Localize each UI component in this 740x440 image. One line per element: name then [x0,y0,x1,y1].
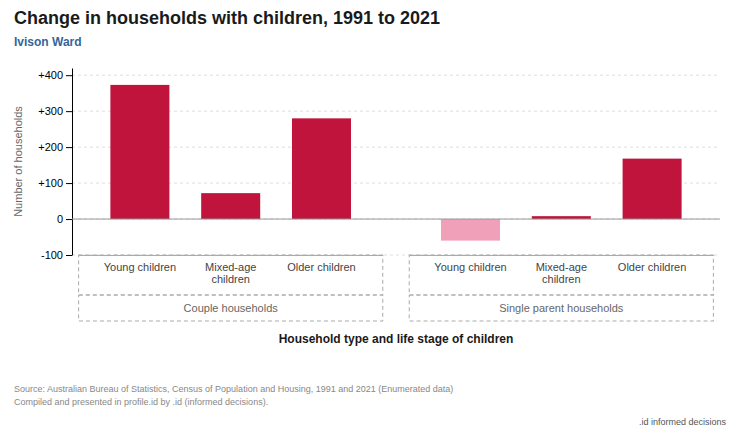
x-tick: Older children [287,261,355,273]
y-tick-label: +100 [38,177,63,189]
chart: Change in households with children, 1991… [0,0,740,440]
y-tick-label: +300 [38,105,63,117]
grid-line [72,219,720,220]
bar [441,219,500,241]
x-tick-label: Older children [287,261,355,273]
x-axis-title: Household type and life stage of childre… [279,332,514,346]
annotation: .id informed decisions [639,417,727,427]
y-tick: 0 [57,213,72,225]
y-tick-mark [66,75,72,76]
y-tick-label: -100 [41,249,63,261]
x-axis: Young children Mixed-agechildren Older chi… [79,256,383,286]
bar [110,85,169,219]
grid-line [72,75,720,76]
x-tick-label: Older children [618,261,686,273]
group-label: Single parent households [499,302,624,314]
category-box [79,255,383,295]
y-tick-mark [66,111,72,112]
x-tick: Mixed-agechildren [536,261,587,286]
bar [292,118,351,219]
bars [110,85,681,241]
y-axis-title: Number of households [12,106,24,217]
y-tick-mark [66,183,72,184]
title: Change in households with children, 1991… [14,8,440,28]
y-tick: -100 [41,249,72,261]
y-tick: +100 [38,177,72,189]
x-axis: Young children Mixed-agechildren Older chi… [410,256,714,286]
y-tick-mark [66,147,72,148]
source: Source: Australian Bureau of Statistics,… [14,384,453,394]
y-tick: +200 [38,141,72,153]
category-box [409,255,713,295]
x-tick-label: Mixed-agechildren [205,261,256,286]
x-tick: Young children [434,261,506,273]
source: Compiled and presented in profile.id by … [14,397,268,407]
zero-line [72,219,720,220]
group-box [409,295,713,321]
x-tick-label: Young children [104,261,176,273]
group-label: Couple households [184,302,279,314]
y-axis: -100 0 +100 +200 +300 +400 [38,69,72,262]
y-tick-label: 0 [57,213,63,225]
x-tick-label: Mixed-agechildren [536,261,587,286]
y-tick-label: +200 [38,141,63,153]
x-tick: Older children [618,261,686,273]
y-axis-line [72,69,73,256]
y-tick-mark [66,255,72,256]
bar [201,193,260,219]
x-tick-label: Young children [434,261,506,273]
y-tick: +400 [38,69,72,81]
y-tick: +300 [38,105,72,117]
y-tick-label: +400 [38,69,63,81]
subtitle: Ivison Ward [14,35,82,49]
x-tick: Mixed-agechildren [205,261,256,286]
y-tick-mark [66,219,72,220]
grid [72,75,720,255]
bar [623,159,682,219]
x-tick: Young children [104,261,176,273]
group-box [79,295,383,321]
